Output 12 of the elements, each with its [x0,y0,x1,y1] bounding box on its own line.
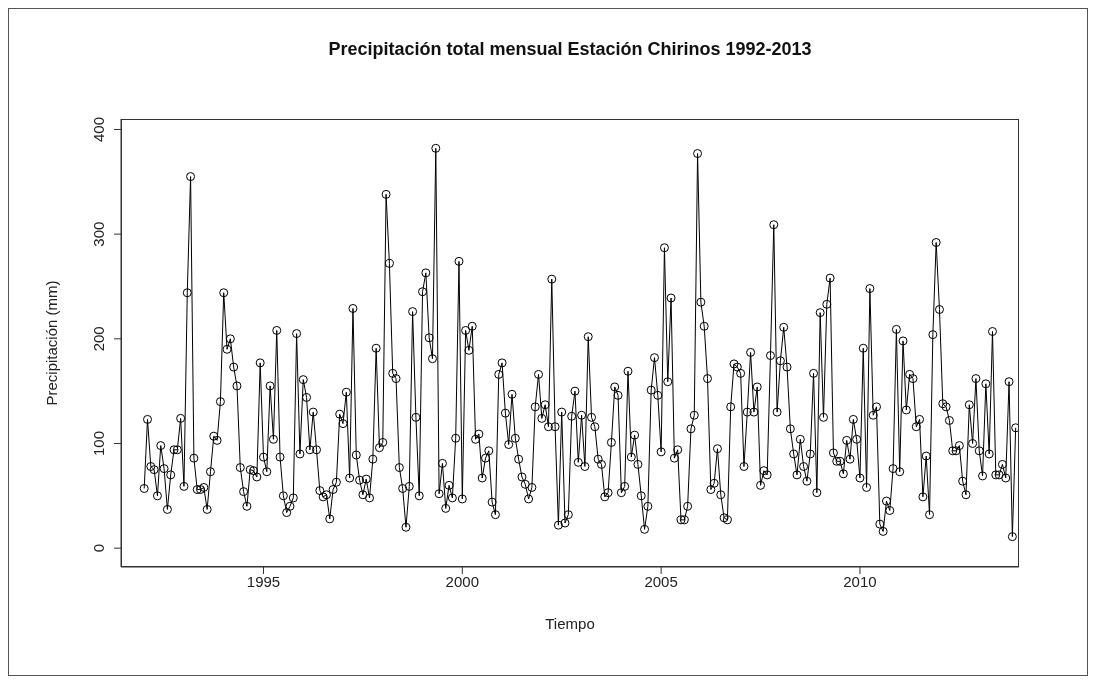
x-axis-title: Tiempo [544,615,596,632]
y-axis-title: Precipitación (mm) [42,280,60,406]
x-tick-label: 2005 [644,572,678,590]
y-tick-label: 100 [90,430,107,456]
chart-title: Precipitación total mensual Estación Chirinos 1992-2013 [327,39,813,60]
y-tick-label: 200 [90,326,107,352]
x-tick-label: 2000 [445,572,479,590]
x-tick-label: 1995 [246,572,281,590]
y-tick-label: 0 [90,543,107,553]
y-tick-label: 300 [90,221,107,247]
x-tick-label: 2010 [843,572,877,590]
y-tick-label: 400 [90,116,107,142]
